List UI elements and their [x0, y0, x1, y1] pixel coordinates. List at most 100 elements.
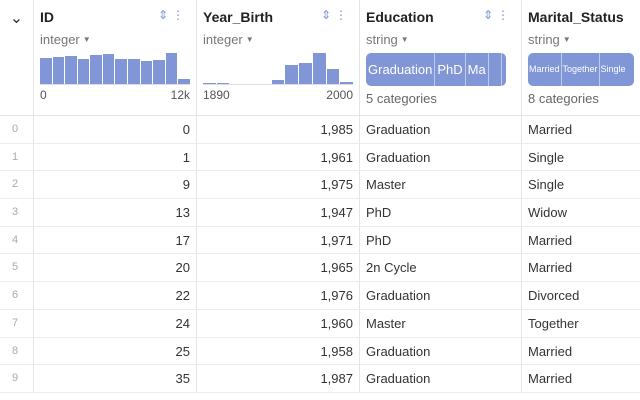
- row-index: 6: [0, 282, 34, 309]
- table-row[interactable]: 6 22 1,976 Graduation Divorced: [0, 282, 640, 310]
- table-row[interactable]: 8 25 1,958 Graduation Married: [0, 337, 640, 366]
- table-cell[interactable]: 1: [34, 143, 197, 171]
- histogram-bar: [312, 53, 326, 84]
- sort-icon[interactable]: ⇕: [320, 8, 335, 22]
- row-index: 3: [0, 199, 34, 226]
- table-row[interactable]: 9 35 1,987 Graduation Married: [0, 365, 640, 393]
- category-count: 8 categories: [528, 91, 599, 106]
- table-cell[interactable]: 1,961: [197, 143, 360, 171]
- table-cell[interactable]: PhD: [360, 226, 522, 254]
- table-cell[interactable]: 1,960: [197, 309, 360, 337]
- histogram-bar: [203, 83, 216, 84]
- table-cell[interactable]: 1,958: [197, 337, 360, 365]
- table-row[interactable]: 4 17 1,971 PhD Married: [0, 226, 640, 255]
- table-row[interactable]: 2 9 1,975 Master Single: [0, 171, 640, 200]
- table-cell[interactable]: Graduation: [360, 116, 522, 143]
- table-cell[interactable]: 25: [34, 337, 197, 365]
- table-cell[interactable]: 22: [34, 282, 197, 309]
- column-header-year-birth[interactable]: Year_Birth ⇕⋮ integer ▼ 1890 2000: [197, 0, 360, 116]
- table-cell[interactable]: Master: [360, 309, 522, 337]
- row-index: 8: [0, 337, 34, 365]
- table-cell[interactable]: Graduation: [360, 365, 522, 392]
- table-cell[interactable]: Graduation: [360, 143, 522, 171]
- caret-down-icon: ▼: [82, 35, 91, 44]
- table-cell[interactable]: Married: [528, 371, 573, 387]
- table-cell[interactable]: 1,975: [197, 171, 360, 199]
- column-title: ID: [40, 9, 54, 25]
- histogram-bar: [77, 58, 90, 84]
- table-cell[interactable]: 1,976: [197, 282, 360, 309]
- table-row[interactable]: 0 0 1,985 Graduation Married: [0, 116, 640, 144]
- table-cell[interactable]: 1,947: [197, 199, 360, 226]
- more-menu-icon[interactable]: ⋮: [497, 8, 513, 22]
- axis-min: 1890: [203, 88, 230, 102]
- table-cell[interactable]: 35: [34, 365, 197, 392]
- histogram-bar: [140, 60, 153, 84]
- type-dropdown[interactable]: string ▼: [366, 32, 515, 47]
- sort-icon[interactable]: ⇕: [157, 8, 172, 22]
- table-cell[interactable]: 24: [34, 309, 197, 337]
- table-cell[interactable]: 9: [34, 171, 197, 199]
- table-cell[interactable]: Single: [528, 149, 565, 165]
- table-cell[interactable]: 1,965: [197, 254, 360, 282]
- column-header-education[interactable]: Education ⇕⋮ string ▼ Graduation PhD Ma 5…: [360, 0, 522, 116]
- axis-min: 0: [40, 88, 47, 102]
- row-index: 1: [0, 143, 34, 171]
- type-label: string: [366, 32, 398, 47]
- table-cell[interactable]: 1,971: [197, 226, 360, 254]
- table-cell[interactable]: 17: [34, 226, 197, 254]
- caret-down-icon: ▼: [245, 35, 254, 44]
- axis-max: 12k: [170, 88, 190, 102]
- histogram-bar: [40, 57, 52, 84]
- row-index: 4: [0, 226, 34, 254]
- type-dropdown[interactable]: integer ▼: [40, 32, 190, 47]
- type-label: integer: [203, 32, 243, 47]
- column-title: Education: [366, 9, 434, 25]
- table-row[interactable]: 5 20 1,965 2n Cycle Married: [0, 254, 640, 283]
- table-cell[interactable]: Married: [528, 232, 573, 248]
- table-cell[interactable]: Widow: [528, 205, 568, 221]
- sort-icon[interactable]: ⇕: [482, 8, 497, 22]
- table-row[interactable]: 7 24 1,960 Master Together: [0, 309, 640, 338]
- column-header-marital-status[interactable]: Marital_Status string ▼ Married Together …: [522, 0, 640, 116]
- table-cell[interactable]: PhD: [360, 199, 522, 226]
- histogram-bar: [299, 62, 312, 84]
- more-menu-icon[interactable]: ⋮: [172, 8, 188, 22]
- histogram-bar: [90, 54, 102, 84]
- category-segment: Ma: [466, 53, 489, 86]
- histogram-bar: [326, 69, 340, 84]
- more-menu-icon[interactable]: ⋮: [335, 8, 351, 22]
- histogram-bar: [102, 53, 115, 84]
- table-cell[interactable]: 20: [34, 254, 197, 282]
- header-row: ⌄ ID ⇕⋮ integer ▼ 0 12k Year_Birth ⇕⋮ inte…: [0, 0, 640, 116]
- table-cell[interactable]: Married: [528, 343, 573, 359]
- table-cell[interactable]: 1,985: [197, 116, 360, 143]
- table-cell[interactable]: Together: [528, 315, 579, 331]
- category-segment: Together: [562, 53, 600, 86]
- category-segment: [502, 53, 506, 86]
- table-cell[interactable]: Master: [360, 171, 522, 199]
- type-dropdown[interactable]: string ▼: [528, 32, 634, 47]
- histogram-bar: [178, 79, 190, 84]
- caret-down-icon: ▼: [562, 35, 571, 44]
- column-title: Year_Birth: [203, 9, 274, 25]
- table-cell[interactable]: 13: [34, 199, 197, 226]
- table-cell[interactable]: Married: [528, 122, 573, 137]
- column-header-id[interactable]: ID ⇕⋮ integer ▼ 0 12k: [34, 0, 197, 116]
- table-cell[interactable]: Graduation: [360, 337, 522, 365]
- histogram-bar: [216, 83, 230, 84]
- type-dropdown[interactable]: integer ▼: [203, 32, 353, 47]
- table-cell[interactable]: 2n Cycle: [360, 254, 522, 282]
- table-cell[interactable]: Married: [528, 260, 573, 276]
- table-row[interactable]: 3 13 1,947 PhD Widow: [0, 199, 640, 227]
- collapse-toggle[interactable]: ⌄: [0, 0, 34, 115]
- histogram: [203, 53, 354, 85]
- table-cell[interactable]: 0: [34, 116, 197, 143]
- table-cell[interactable]: Graduation: [360, 282, 522, 309]
- histogram-bar: [285, 64, 299, 84]
- table-cell[interactable]: Divorced: [528, 288, 580, 304]
- table-cell[interactable]: 1,987: [197, 365, 360, 392]
- table-row[interactable]: 1 1 1,961 Graduation Single: [0, 143, 640, 172]
- table-cell[interactable]: Single: [528, 177, 565, 193]
- histogram-bar: [65, 55, 77, 84]
